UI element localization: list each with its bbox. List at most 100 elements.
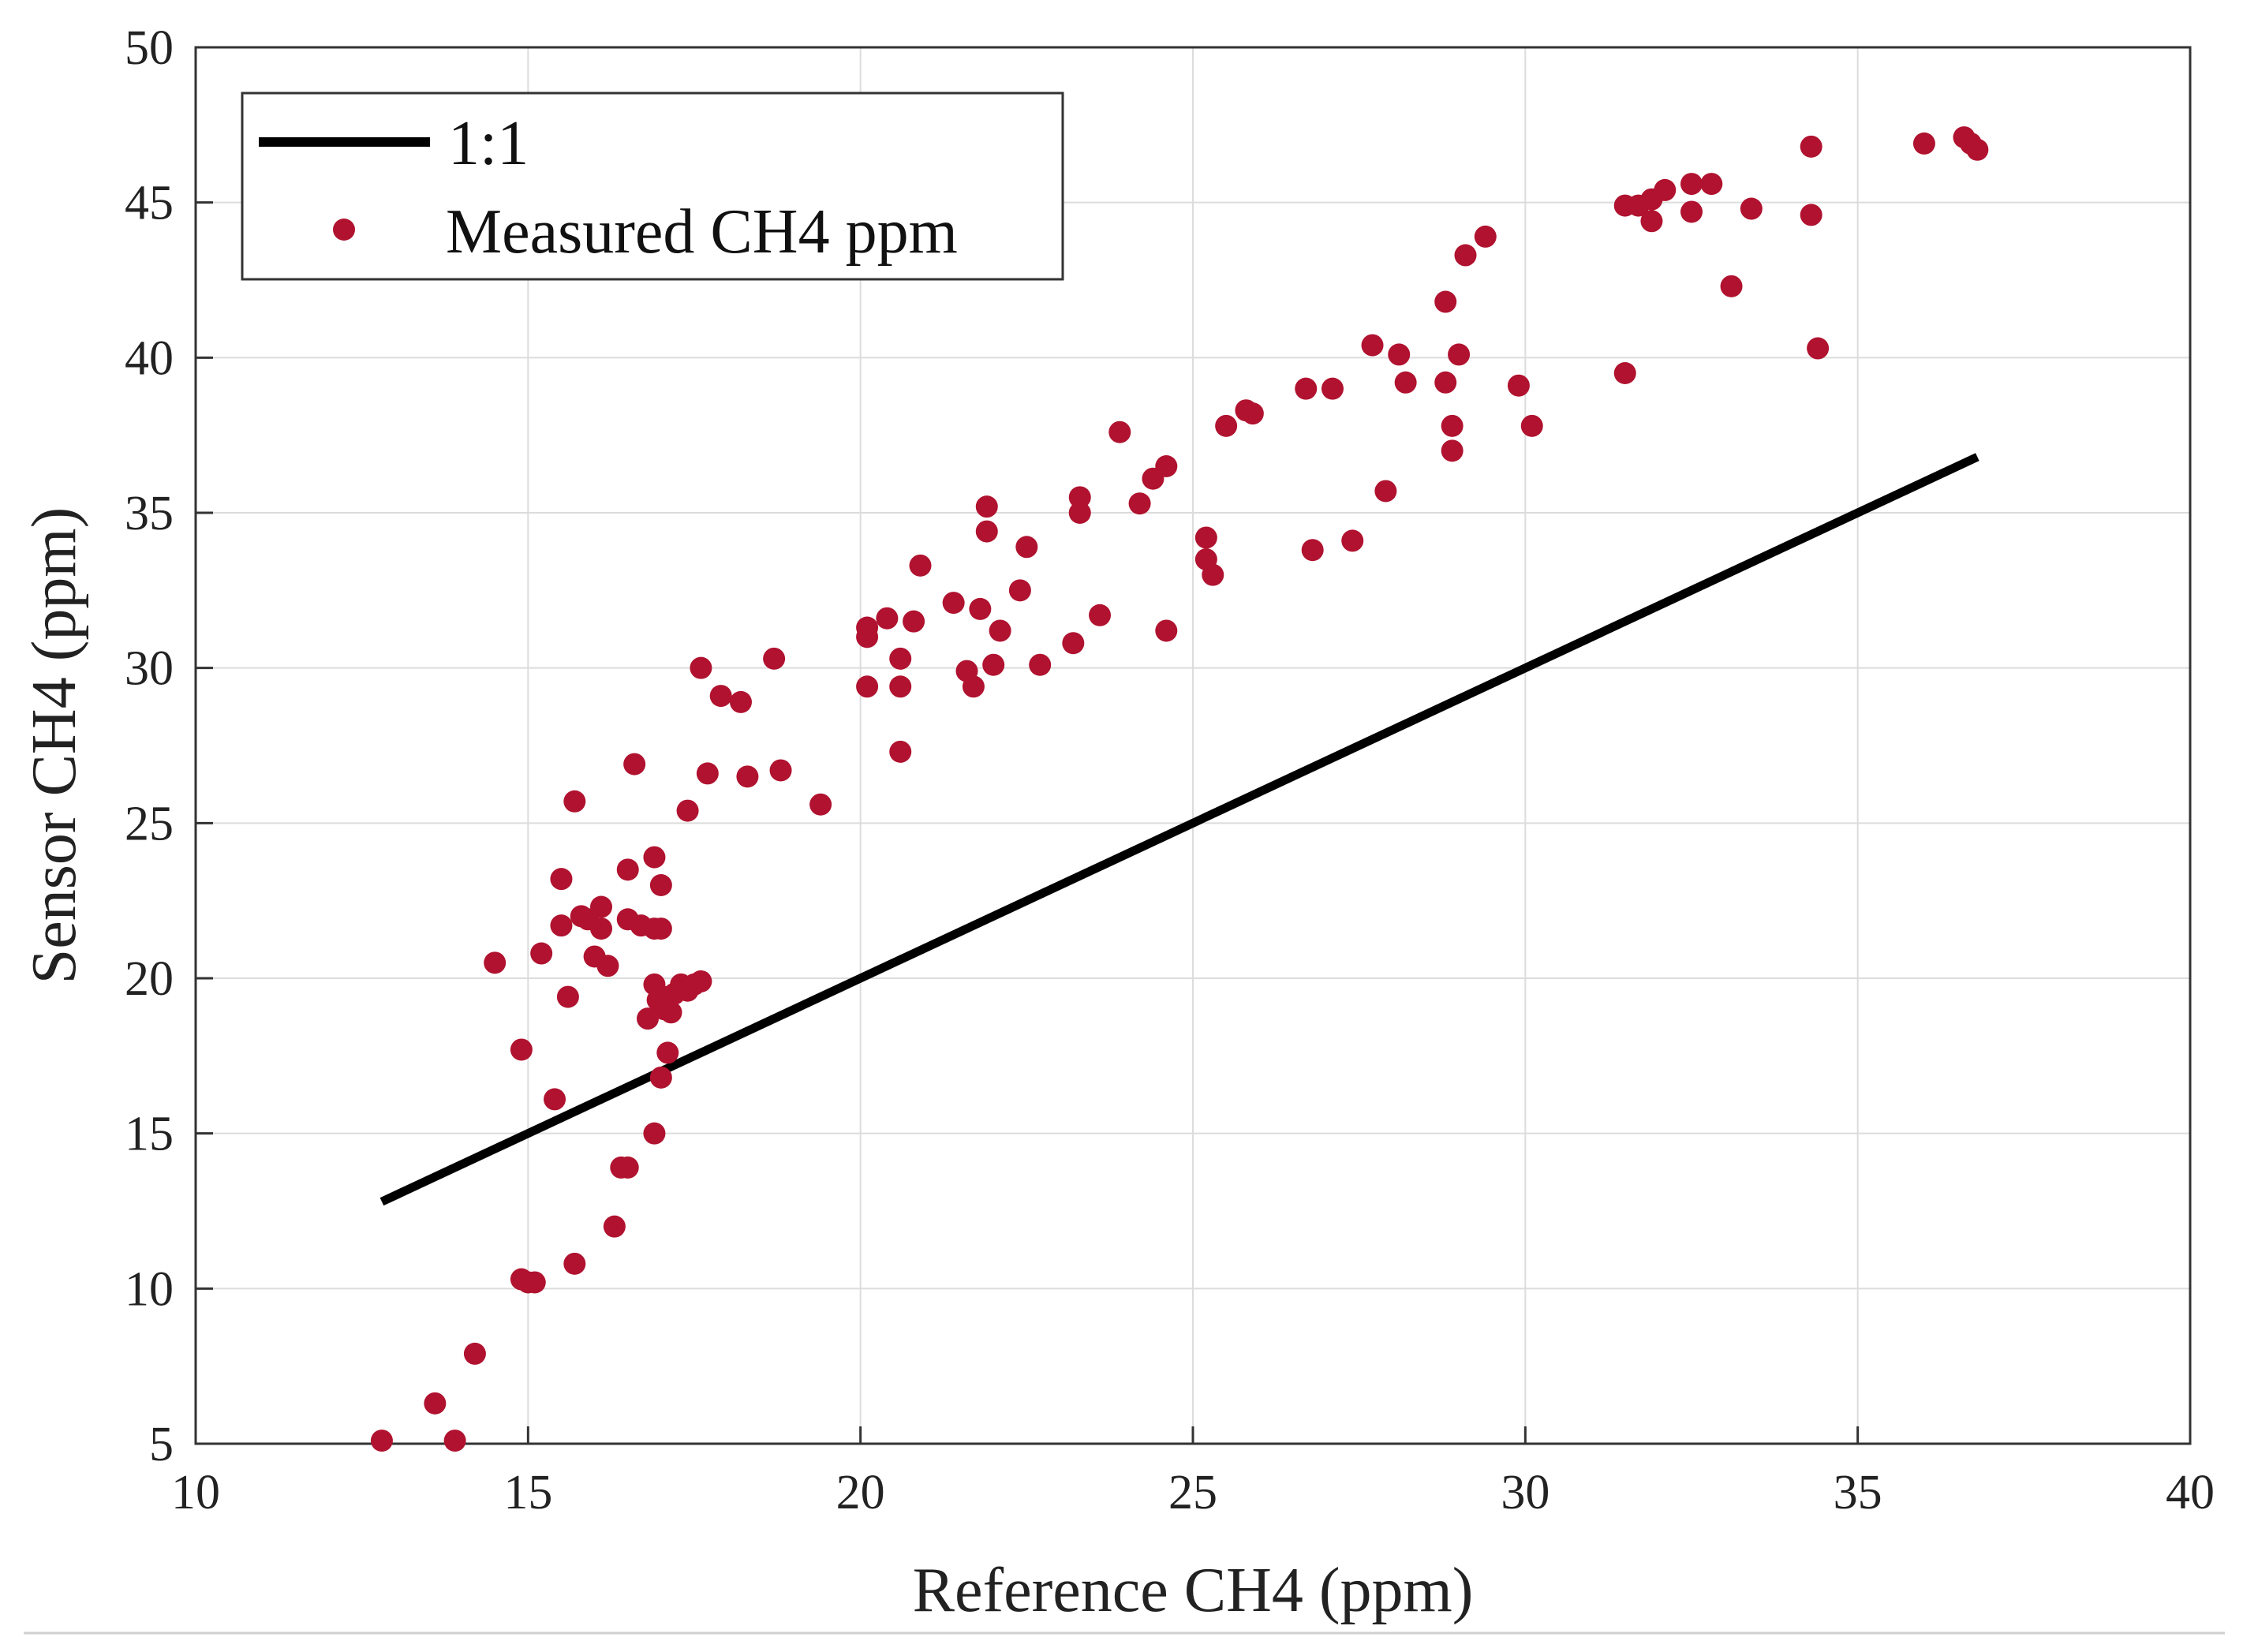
x-tick-label: 10 bbox=[171, 1466, 220, 1519]
data-point bbox=[637, 1007, 660, 1030]
data-point bbox=[1740, 197, 1763, 220]
data-point bbox=[649, 874, 672, 896]
data-point bbox=[889, 675, 912, 698]
one-to-one-line bbox=[379, 453, 1979, 1206]
data-point bbox=[484, 951, 507, 974]
legend-marker-swatch bbox=[333, 219, 355, 241]
y-tick-label: 10 bbox=[125, 1262, 174, 1316]
data-point bbox=[643, 1122, 666, 1145]
y-tick-label: 40 bbox=[125, 331, 174, 385]
data-point bbox=[769, 759, 792, 782]
data-point bbox=[656, 1041, 679, 1064]
data-point bbox=[1241, 402, 1264, 425]
data-point bbox=[975, 520, 998, 543]
data-point bbox=[1062, 632, 1085, 655]
y-axis-tick-labels: 5 10 15 20 25 30 35 40 45 50 bbox=[125, 21, 174, 1471]
data-point bbox=[660, 1001, 682, 1024]
data-point bbox=[1912, 132, 1935, 155]
data-point bbox=[1015, 536, 1038, 559]
data-point bbox=[544, 1088, 566, 1111]
data-point bbox=[649, 918, 672, 940]
x-axis-tick-labels: 10 15 20 25 30 35 40 bbox=[171, 1466, 2215, 1519]
data-point bbox=[1680, 200, 1703, 223]
data-point bbox=[690, 656, 712, 679]
data-point bbox=[1454, 244, 1477, 267]
data-point bbox=[596, 955, 619, 977]
data-point bbox=[889, 647, 912, 670]
data-point bbox=[1374, 480, 1397, 503]
data-point bbox=[989, 619, 1011, 642]
data-point bbox=[1341, 529, 1364, 552]
data-point bbox=[1507, 374, 1530, 397]
data-point bbox=[1295, 377, 1318, 400]
legend-box bbox=[241, 92, 1064, 281]
data-point bbox=[709, 685, 732, 708]
x-tick-label: 40 bbox=[2166, 1466, 2215, 1519]
data-point bbox=[1800, 204, 1822, 226]
data-point bbox=[563, 1252, 586, 1275]
data-point bbox=[643, 846, 666, 869]
data-point bbox=[1155, 455, 1178, 477]
data-point bbox=[443, 1430, 466, 1452]
data-point bbox=[1800, 135, 1822, 158]
data-point bbox=[1441, 414, 1464, 437]
data-point bbox=[1155, 619, 1178, 642]
data-point bbox=[1128, 492, 1151, 515]
data-point bbox=[1202, 563, 1224, 586]
data-point bbox=[1029, 653, 1052, 676]
data-point bbox=[1434, 371, 1457, 394]
data-point bbox=[676, 799, 699, 822]
data-point bbox=[736, 765, 759, 788]
x-tick-label: 25 bbox=[1168, 1466, 1217, 1519]
y-tick-label: 20 bbox=[125, 952, 174, 1006]
data-point bbox=[696, 762, 719, 785]
y-tick-label: 15 bbox=[125, 1108, 174, 1161]
data-point bbox=[1520, 414, 1543, 437]
legend-entry-points: Measured CH4 ppm bbox=[446, 197, 958, 267]
data-point bbox=[1640, 210, 1663, 233]
reference-line-layer bbox=[379, 453, 1979, 1206]
data-point bbox=[1194, 526, 1217, 549]
data-point bbox=[1388, 343, 1411, 366]
data-point bbox=[1434, 290, 1457, 313]
data-point bbox=[1807, 337, 1830, 360]
data-point bbox=[942, 592, 965, 615]
data-point bbox=[556, 985, 579, 1008]
data-point bbox=[523, 1271, 546, 1294]
data-point bbox=[1474, 225, 1497, 248]
data-point bbox=[1966, 138, 1989, 161]
y-tick-label: 5 bbox=[149, 1418, 174, 1471]
data-point bbox=[550, 868, 573, 891]
y-axis-label: Sensor CH4 (ppm) bbox=[20, 507, 89, 984]
data-point bbox=[563, 790, 586, 813]
x-axis-label: Reference CH4 (ppm) bbox=[913, 1556, 1474, 1625]
data-point bbox=[969, 597, 992, 620]
y-tick-label: 35 bbox=[125, 487, 174, 540]
legend: 1:1 Measured CH4 ppm bbox=[241, 92, 1064, 281]
data-point bbox=[856, 626, 879, 648]
data-point bbox=[982, 653, 1005, 676]
data-point bbox=[1394, 371, 1417, 394]
data-point bbox=[590, 895, 613, 918]
data-point bbox=[550, 914, 573, 937]
data-point bbox=[1654, 178, 1677, 201]
data-point bbox=[1680, 173, 1703, 196]
scatter-points bbox=[370, 126, 1989, 1452]
data-point bbox=[463, 1342, 486, 1365]
data-point bbox=[1720, 275, 1743, 297]
data-point bbox=[1321, 377, 1344, 400]
data-point bbox=[876, 607, 899, 630]
y-tick-label: 45 bbox=[125, 177, 174, 230]
y-tick-label: 50 bbox=[125, 21, 174, 75]
data-point bbox=[1301, 539, 1324, 562]
y-tick-label: 25 bbox=[125, 797, 174, 850]
data-point bbox=[623, 753, 646, 776]
data-point bbox=[1108, 420, 1131, 443]
data-point bbox=[1068, 486, 1091, 509]
x-tick-label: 30 bbox=[1501, 1466, 1550, 1519]
data-point bbox=[1361, 334, 1384, 357]
data-point bbox=[1008, 579, 1031, 602]
data-point bbox=[909, 554, 932, 577]
data-point bbox=[370, 1430, 393, 1452]
data-point bbox=[809, 793, 832, 816]
